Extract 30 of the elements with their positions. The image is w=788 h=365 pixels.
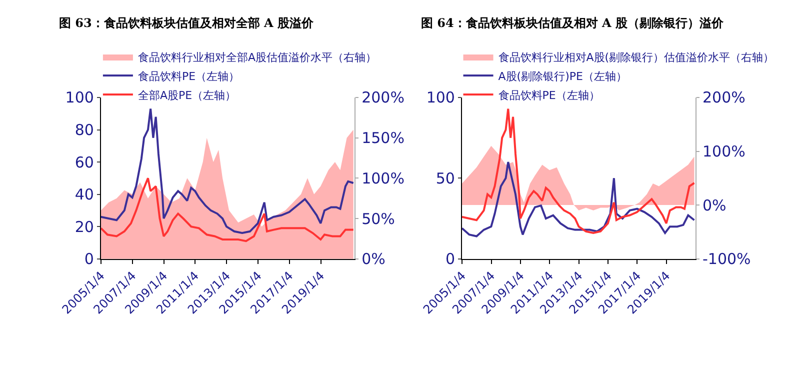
y-tick-label: 80 <box>74 121 94 140</box>
line-series <box>462 161 696 238</box>
y2-tick-label: 100% <box>702 142 746 161</box>
y2-tick-label: 100% <box>362 169 404 188</box>
y2-tick-label: 150% <box>362 129 404 148</box>
legend-label: 食品饮料行业相对全部A股估值溢价水平（右轴） <box>138 50 376 64</box>
y2-tick-label: 0% <box>362 250 386 268</box>
chart-title: 图 63：食品饮料板块估值及相对全部 A 股溢价 <box>59 16 315 30</box>
y2-tick-label: 200% <box>362 88 404 107</box>
line-series <box>100 108 354 234</box>
y-tick-label: 20 <box>74 218 94 236</box>
line-series <box>462 108 696 234</box>
y2-tick-label: 50% <box>362 210 395 228</box>
y-tick-label: 50 <box>436 169 455 188</box>
line-series <box>100 177 354 242</box>
y-tick-label: 40 <box>74 186 94 204</box>
y-tick-label: 100 <box>65 88 94 107</box>
y2-tick-label: -100% <box>702 250 751 268</box>
y-tick-label: 100 <box>426 88 455 107</box>
y2-tick-label: 0% <box>702 196 726 214</box>
chart-title: 图 64：食品饮料板块估值及相对 A 股（剔除银行）溢价 <box>421 16 725 30</box>
legend-label: 食品饮料PE（左轴） <box>138 70 240 83</box>
legend-label: 食品饮料PE（左轴） <box>498 88 600 102</box>
y-tick-label: 60 <box>74 153 94 172</box>
y-tick-label: 0 <box>84 250 94 268</box>
legend-label: A股(剔除银行)PE（左轴） <box>498 70 627 83</box>
legend-label: 全部A股PE（左轴） <box>138 88 236 102</box>
legend-label: 食品饮料行业相对A股(剔除银行）估值溢价水平（右轴） <box>498 50 774 64</box>
y-tick-label: 0 <box>445 250 455 268</box>
y2-tick-label: 200% <box>702 88 746 107</box>
